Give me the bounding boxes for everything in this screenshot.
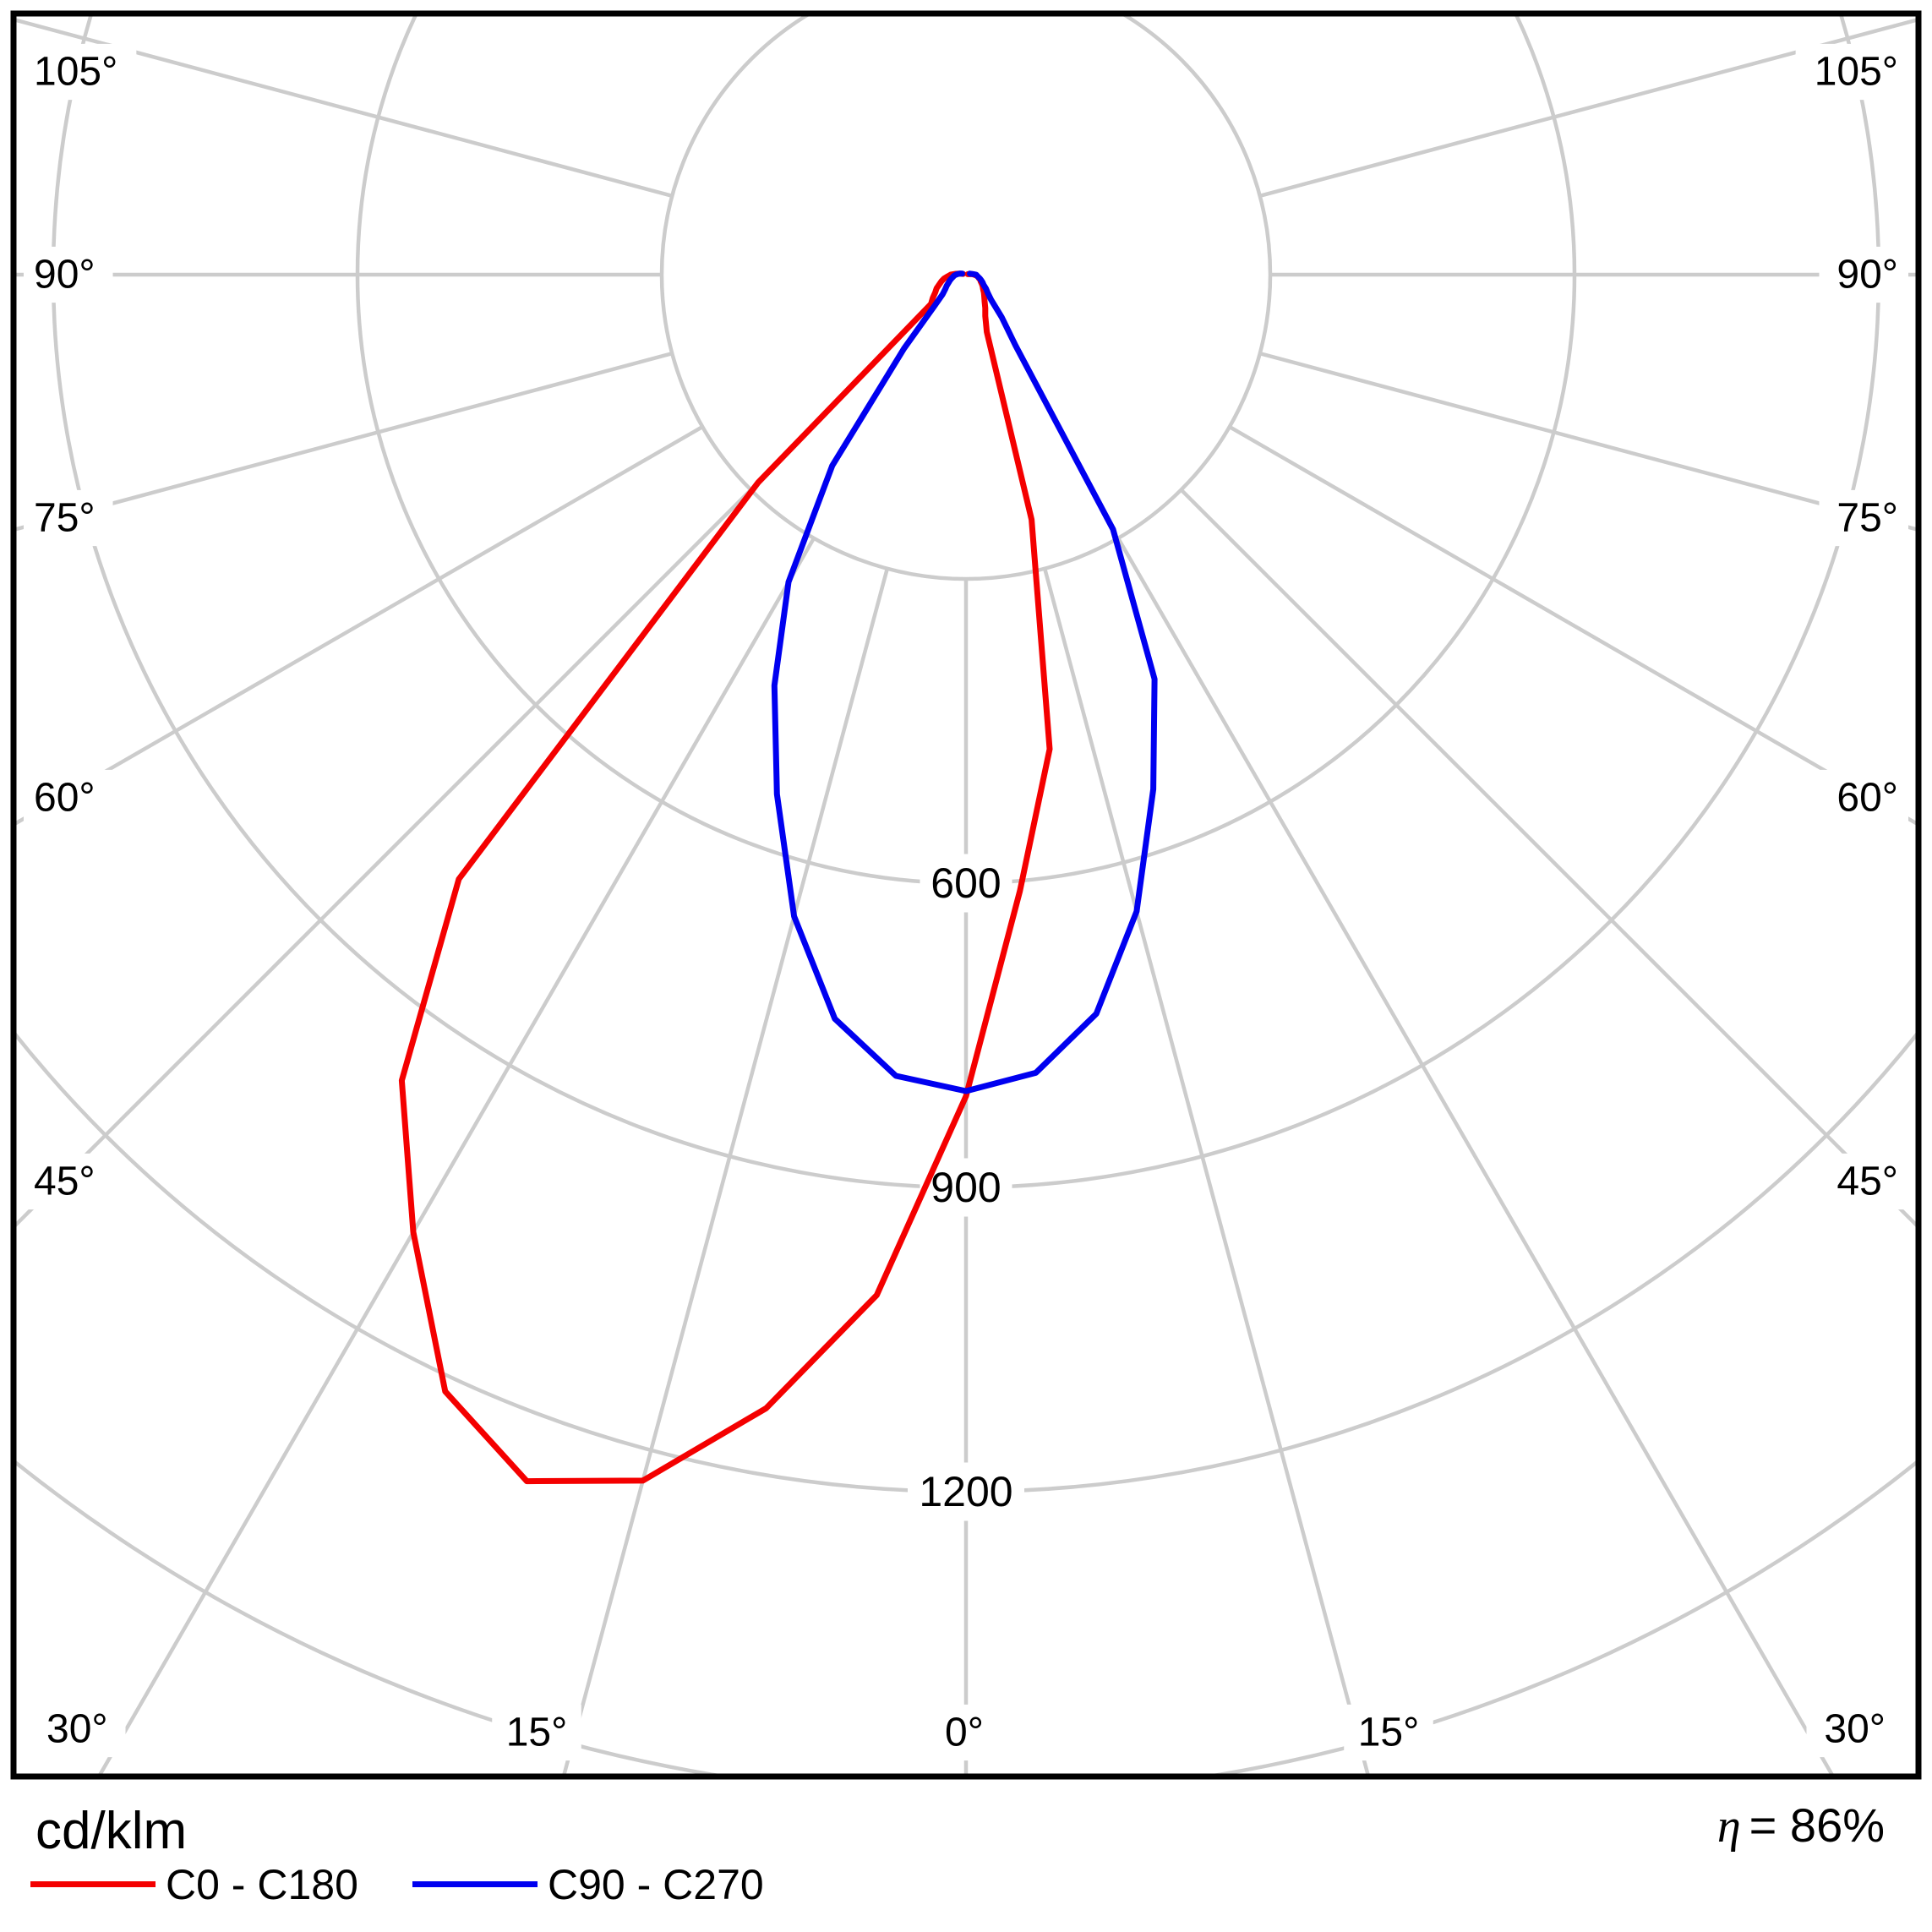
angle-label-7: 0° [945,1711,984,1755]
angle-label-11: 60° [1836,776,1898,821]
angle-label-9-halo [1806,1700,1896,1758]
angle-label-12-halo [1819,489,1908,547]
grid-radial--15deg [561,568,889,1776]
eta-value: = 86% [1749,1798,1885,1852]
angle-label-13-halo [1819,246,1908,303]
grid-radial-105deg [1259,17,1918,198]
grid-radial-75deg [1259,352,1918,532]
angle-label-6: 15° [506,1711,568,1755]
ring-label-1200-halo [908,1462,1024,1521]
angle-label-7-halo [931,1704,997,1761]
angle-label-1: 90° [34,253,96,297]
angle-label-1-halo [24,246,113,303]
ring-label-1200: 1200 [919,1468,1012,1515]
legend-swatch-c90-c270 [412,1881,538,1887]
ring-label-600-halo [920,854,1012,913]
angle-label-6-halo [492,1704,581,1761]
angle-label-5: 30° [46,1707,108,1752]
angle-label-14: 105° [1815,50,1898,95]
angle-label-2-halo [24,489,113,547]
angle-label-10-halo [1819,1153,1908,1210]
plot-border [10,10,1922,1780]
grid-radial-15deg [1043,568,1371,1776]
ring-label-600: 600 [931,860,1001,907]
efficiency-label: η = 86% [1716,1800,1885,1853]
ring-label-900: 900 [931,1164,1001,1211]
grid-radial-60deg [1228,425,1918,827]
grid-radial-30deg [1116,537,1836,1776]
grid-radial--30deg [96,537,816,1776]
grid-radial-45deg [1179,488,1918,1231]
curve-c90-c270 [771,270,1158,1094]
units-label: cd/klm [35,1802,188,1860]
angle-label-3-halo [24,769,113,827]
angle-label-8: 15° [1358,1711,1420,1755]
angle-label-0: 105° [34,50,117,95]
legend-label-c0-c180: C0 - C180 [166,1861,358,1908]
eta-symbol: η [1716,1800,1741,1853]
legend-item-c0-c180: C0 - C180 [30,1858,411,1912]
angle-label-0-halo [24,43,137,101]
angle-label-12: 75° [1836,496,1898,541]
grid-radial--60deg [14,425,704,827]
angle-label-10: 45° [1836,1160,1898,1204]
angle-label-14-halo [1795,43,1908,101]
angle-label-4: 45° [34,1160,96,1204]
legend-label-c90-c270: C90 - C270 [548,1861,764,1908]
angle-label-5-halo [36,1700,126,1758]
angle-label-4-halo [24,1153,113,1210]
angle-label-13: 90° [1836,253,1898,297]
legend-item-c90-c270: C90 - C270 [412,1858,818,1912]
legend-swatch-c0-c180 [30,1881,156,1887]
angle-label-3: 60° [34,776,96,821]
grid-radial--75deg [14,352,673,532]
grid-radial--45deg [14,488,753,1231]
angle-label-9: 30° [1824,1707,1886,1752]
angle-label-2: 75° [34,496,96,541]
grid-radial--105deg [14,17,673,198]
angle-label-8-halo [1344,1704,1433,1761]
angle-label-11-halo [1819,769,1908,827]
